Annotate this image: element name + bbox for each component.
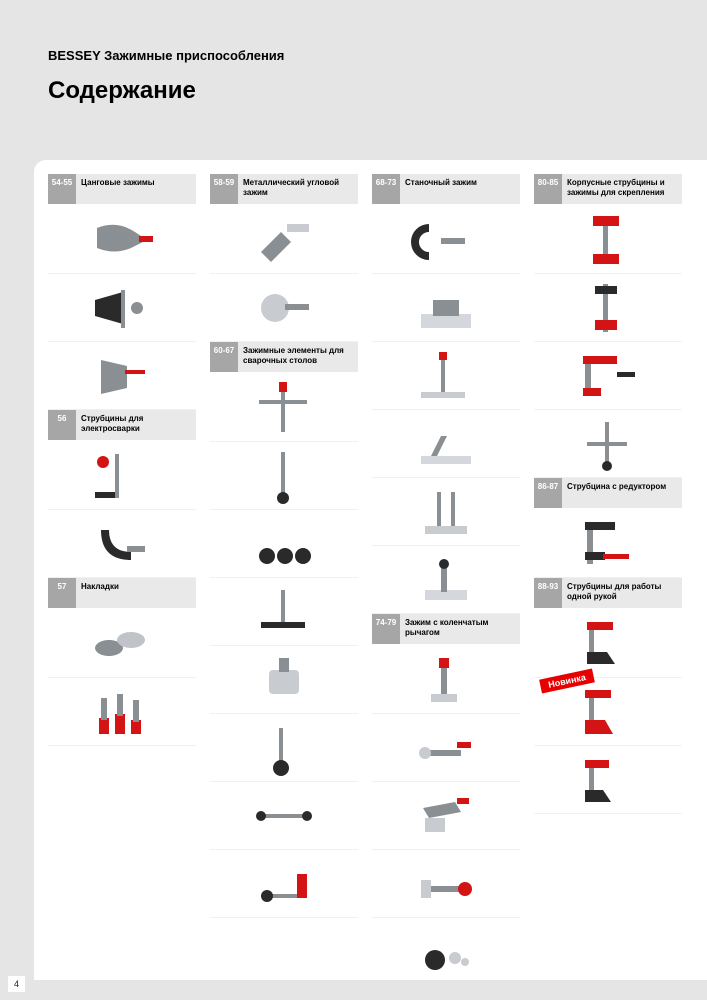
product-thumbnail — [534, 410, 682, 478]
product-list — [534, 510, 682, 578]
product-thumbnail — [48, 678, 196, 746]
product-thumbnail — [48, 342, 196, 410]
page-number: 4 — [8, 976, 25, 992]
product-thumbnail — [372, 410, 520, 478]
product-thumbnail — [210, 206, 358, 274]
columns: 54-55Цанговые зажимы 56Струбцины для элек… — [48, 174, 707, 980]
content-area: 54-55Цанговые зажимы 56Струбцины для элек… — [34, 160, 707, 980]
product-thumbnail — [534, 274, 682, 342]
page-range-badge: 58-59 — [210, 174, 238, 204]
product-thumbnail — [372, 546, 520, 614]
title: Содержание — [48, 77, 707, 105]
page-header: BESSEY Зажимные приспособления Содержани… — [0, 0, 707, 105]
section-header: 60-67Зажимные элементы для сварочных сто… — [210, 342, 358, 372]
product-thumbnail — [372, 850, 520, 918]
product-thumbnail — [372, 918, 520, 980]
product-thumbnail — [372, 206, 520, 274]
section-title: Струбцина с редуктором — [562, 478, 671, 508]
product-thumbnail — [534, 746, 682, 814]
page-range-badge: 54-55 — [48, 174, 76, 204]
section-header: 57Накладки — [48, 578, 196, 608]
product-list — [48, 610, 196, 746]
product-thumbnail — [534, 342, 682, 410]
section-header: 68-73Станочный зажим — [372, 174, 520, 204]
section-title: Станочный зажим — [400, 174, 482, 204]
product-thumbnail — [48, 206, 196, 274]
section-title: Струбцины для работы одной рукой — [562, 578, 682, 608]
page-range-badge: 60-67 — [210, 342, 238, 372]
product-thumbnail — [372, 646, 520, 714]
section-title: Цанговые зажимы — [76, 174, 160, 204]
page-range-badge: 80-85 — [534, 174, 562, 204]
product-thumbnail — [372, 274, 520, 342]
section-header: 54-55Цанговые зажимы — [48, 174, 196, 204]
product-thumbnail — [210, 374, 358, 442]
product-thumbnail — [48, 510, 196, 578]
product-list — [372, 206, 520, 614]
section-header: 58-59Металлический угловой зажим — [210, 174, 358, 204]
product-thumbnail — [372, 342, 520, 410]
section-title: Корпусные струбцины и зажимы для скрепле… — [562, 174, 682, 204]
product-thumbnail — [534, 206, 682, 274]
product-thumbnail — [210, 442, 358, 510]
product-list — [48, 206, 196, 410]
page-range-badge: 88-93 — [534, 578, 562, 608]
page-range-badge: 86-87 — [534, 478, 562, 508]
subtitle: BESSEY Зажимные приспособления — [48, 48, 707, 63]
product-list — [48, 442, 196, 578]
section-header: 88-93Струбцины для работы одной рукой — [534, 578, 682, 608]
section-header: 86-87Струбцина с редуктором — [534, 478, 682, 508]
product-thumbnail — [210, 850, 358, 918]
product-thumbnail — [372, 478, 520, 546]
product-list — [372, 646, 520, 980]
product-thumbnail — [48, 610, 196, 678]
product-thumbnail — [48, 442, 196, 510]
section-header: 74-79Зажим с коленчатым рычагом — [372, 614, 520, 644]
product-thumbnail — [372, 782, 520, 850]
page-range-badge: 57 — [48, 578, 76, 608]
product-thumbnail — [372, 714, 520, 782]
section-header: 80-85Корпусные струбцины и зажимы для ск… — [534, 174, 682, 204]
product-thumbnail — [210, 646, 358, 714]
product-list: Новинка — [534, 610, 682, 814]
section-title: Зажимные элементы для сварочных столов — [238, 342, 358, 372]
section-title: Зажим с коленчатым рычагом — [400, 614, 520, 644]
section-title: Струбцины для электросварки — [76, 410, 196, 440]
product-list — [210, 206, 358, 342]
section-title: Металлический угловой зажим — [238, 174, 358, 204]
column: 68-73Станочный зажим 74-79Зажим с коленча… — [372, 174, 520, 980]
product-thumbnail — [210, 510, 358, 578]
page-range-badge: 74-79 — [372, 614, 400, 644]
column: 58-59Металлический угловой зажим 60-67Заж… — [210, 174, 358, 980]
product-thumbnail — [210, 714, 358, 782]
column: 80-85Корпусные струбцины и зажимы для ск… — [534, 174, 682, 980]
section-title: Накладки — [76, 578, 124, 608]
product-thumbnail — [210, 782, 358, 850]
section-header: 56Струбцины для электросварки — [48, 410, 196, 440]
product-list — [210, 374, 358, 918]
column: 54-55Цанговые зажимы 56Струбцины для элек… — [48, 174, 196, 980]
product-thumbnail — [210, 578, 358, 646]
page-range-badge: 68-73 — [372, 174, 400, 204]
page-range-badge: 56 — [48, 410, 76, 440]
product-thumbnail — [210, 274, 358, 342]
product-thumbnail — [48, 274, 196, 342]
product-list — [534, 206, 682, 478]
product-thumbnail: Новинка — [534, 678, 682, 746]
product-thumbnail — [534, 510, 682, 578]
product-thumbnail — [534, 610, 682, 678]
